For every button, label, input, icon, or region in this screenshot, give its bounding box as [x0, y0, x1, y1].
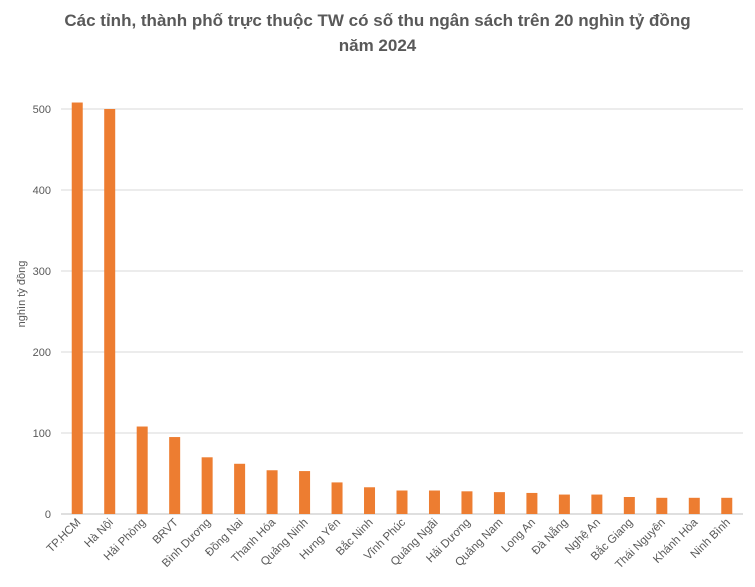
y-tick-label: 200 — [33, 347, 51, 359]
bar — [234, 463, 246, 514]
bar — [656, 497, 668, 514]
bar — [136, 426, 148, 514]
bar — [558, 494, 570, 514]
x-tick-label: Đà Nẵng — [529, 516, 570, 557]
x-tick-label: TP.HCM — [45, 517, 84, 556]
bar — [526, 492, 538, 514]
bar — [104, 109, 116, 514]
gridlines — [61, 108, 743, 515]
chart-title: Các tỉnh, thành phố trực thuộc TW có số … — [0, 8, 755, 58]
bar — [721, 497, 733, 514]
y-axis-label: nghìn tỷ đồng — [16, 261, 28, 328]
bar — [396, 490, 408, 514]
bar — [493, 492, 505, 514]
bar — [71, 102, 83, 515]
y-tick-label: 100 — [33, 428, 51, 440]
bar — [201, 457, 213, 514]
bar — [331, 482, 343, 514]
bar — [688, 497, 700, 514]
y-axis-ticks: 0 100 200 300 400 500 — [33, 104, 51, 521]
bar — [428, 490, 440, 514]
y-tick-label: 0 — [45, 509, 51, 521]
y-tick-label: 300 — [33, 266, 51, 278]
bar — [266, 470, 278, 514]
bar — [461, 491, 473, 514]
y-tick-label: 500 — [33, 104, 51, 116]
chart-title-line-1: Các tỉnh, thành phố trực thuộc TW có số … — [64, 11, 691, 30]
x-tick-label: BRVT — [151, 517, 181, 547]
bar — [623, 496, 635, 514]
bar — [299, 471, 311, 514]
bar — [169, 437, 181, 514]
bar — [591, 494, 603, 514]
y-tick-label: 400 — [33, 185, 51, 197]
chart-title-line-2: năm 2024 — [338, 36, 417, 55]
bar — [364, 487, 376, 514]
bars — [71, 102, 733, 515]
